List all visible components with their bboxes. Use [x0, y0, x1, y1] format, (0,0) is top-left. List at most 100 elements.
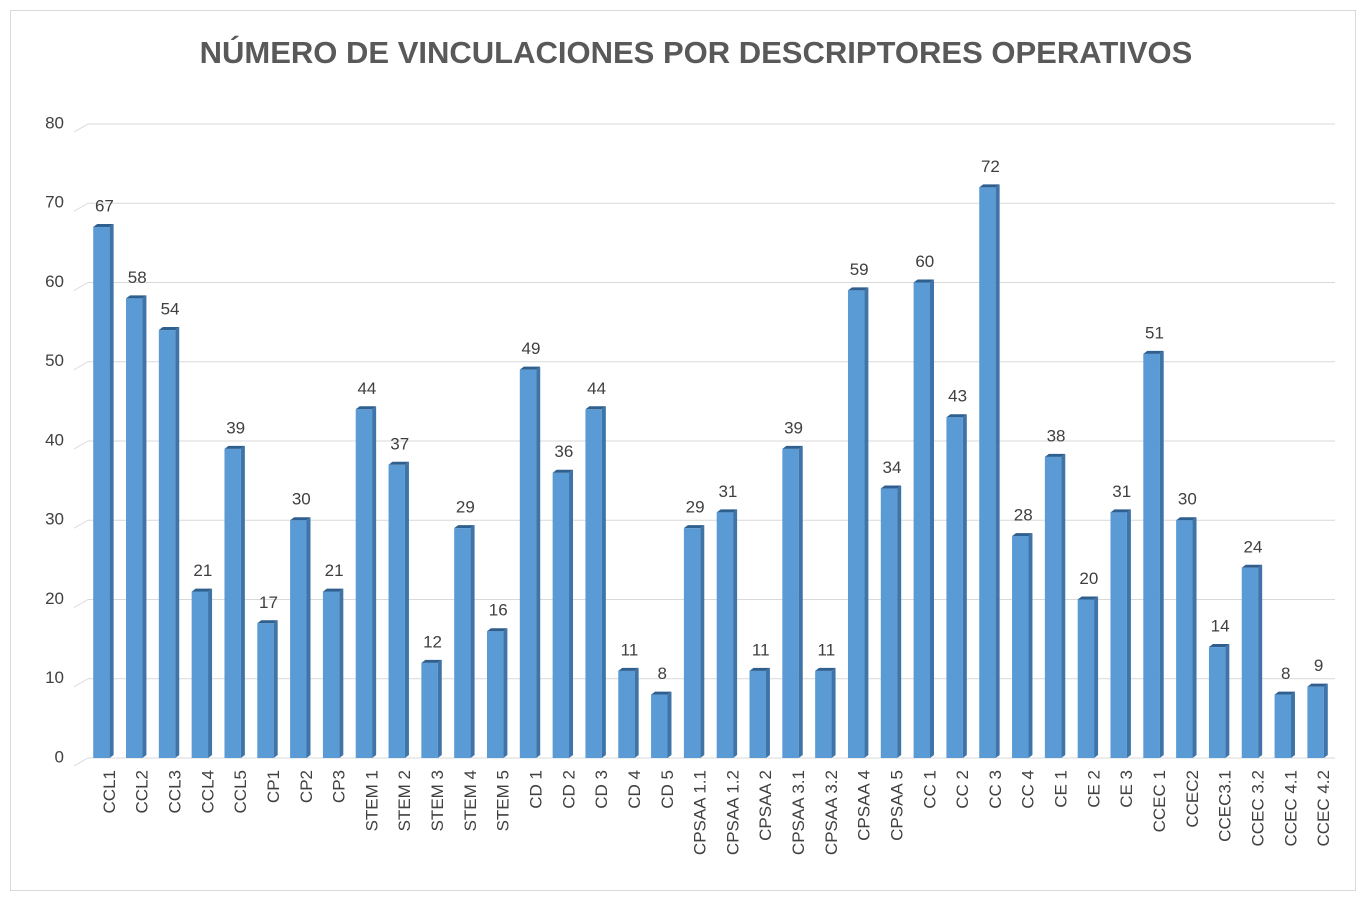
data-label: 60 — [915, 252, 934, 271]
bar-top — [257, 620, 278, 624]
bar-top — [683, 525, 705, 529]
bar-top — [585, 406, 606, 410]
bar-side — [536, 366, 541, 758]
bar — [486, 631, 504, 758]
bar-side — [733, 509, 738, 758]
bar-top — [290, 517, 311, 521]
bar-side — [962, 414, 967, 758]
bar — [93, 227, 110, 758]
bar — [749, 670, 766, 758]
bar-top — [782, 445, 803, 449]
bar-side — [1192, 517, 1197, 758]
bar-side — [175, 327, 180, 758]
bar — [815, 670, 832, 758]
bar — [421, 662, 438, 758]
bar-top — [388, 461, 409, 465]
bar-side — [1323, 683, 1328, 758]
bar — [454, 528, 471, 758]
bar-top — [1241, 564, 1263, 568]
data-label: 44 — [587, 379, 606, 398]
bar-top — [946, 414, 967, 418]
data-label: 16 — [489, 601, 508, 620]
bar-top — [847, 287, 869, 291]
y-tick-label: 20 — [45, 589, 64, 608]
bar-side — [569, 469, 574, 758]
x-tick-label: CC 4 — [1019, 770, 1038, 809]
x-tick-label: CCEC 4.1 — [1281, 770, 1300, 847]
bar — [716, 512, 734, 758]
bar — [355, 409, 373, 758]
chart-title: NÚMERO DE VINCULACIONES POR DESCRIPTORES… — [200, 34, 1193, 70]
data-label: 49 — [522, 339, 541, 358]
bar-top — [749, 667, 770, 671]
bar — [847, 290, 865, 758]
bar-top — [1143, 350, 1164, 354]
data-label: 8 — [658, 664, 667, 683]
x-tick-label: CPSAA 2 — [756, 770, 775, 841]
data-label: 29 — [686, 498, 705, 517]
y-tick-label: 50 — [45, 351, 64, 370]
bar-top — [519, 366, 541, 370]
bar-top — [979, 184, 1000, 188]
x-tick-label: CP3 — [330, 770, 349, 803]
bar — [257, 623, 274, 758]
bar-top — [880, 485, 902, 489]
x-tick-label: CC 2 — [953, 770, 972, 809]
x-tick-label: CCL3 — [166, 770, 185, 813]
bar-top — [1012, 533, 1033, 537]
x-tick-label: CCEC 3.2 — [1248, 770, 1267, 847]
bar-side — [864, 287, 869, 758]
data-label: 8 — [1281, 664, 1290, 683]
bar-top — [93, 224, 114, 228]
bar-side — [897, 485, 902, 758]
bar-side — [503, 628, 508, 758]
bar-top — [126, 295, 147, 299]
data-label: 17 — [259, 593, 278, 612]
bar-side — [437, 659, 442, 758]
data-label: 12 — [423, 632, 442, 651]
bar-side — [1258, 564, 1263, 758]
bar — [683, 528, 701, 758]
data-label: 34 — [883, 458, 902, 477]
bar-side — [109, 224, 114, 758]
bar-top — [1110, 509, 1131, 513]
bar-side — [404, 461, 409, 758]
bar-side — [601, 406, 606, 758]
bar-side — [470, 525, 475, 758]
bar-side — [306, 517, 311, 758]
bar-side — [372, 406, 377, 758]
bar-side — [142, 295, 147, 758]
grid-line-depth — [73, 757, 89, 767]
x-tick-label: CCL5 — [231, 770, 250, 813]
bar-side — [1028, 533, 1033, 758]
grid-line-depth — [73, 519, 89, 529]
bar — [1110, 512, 1127, 758]
x-tick-label: CCEC 4.2 — [1314, 770, 1333, 847]
bar-top — [815, 667, 836, 671]
x-tick-label: CCEC3.1 — [1216, 770, 1235, 842]
data-label: 59 — [850, 260, 869, 279]
x-tick-label: CP1 — [264, 770, 283, 803]
bar-top — [1176, 517, 1197, 521]
bar — [388, 464, 405, 758]
grid-line-depth — [73, 599, 89, 608]
bar-top — [191, 588, 213, 592]
data-label: 39 — [784, 418, 803, 437]
bar — [1241, 567, 1259, 758]
bar-side — [798, 445, 803, 758]
bar-top — [1274, 691, 1295, 695]
x-tick-label: CD 1 — [526, 770, 545, 809]
bar — [585, 409, 602, 758]
bar — [1012, 536, 1029, 758]
data-label: 39 — [226, 418, 245, 437]
bar — [322, 591, 340, 758]
x-tick-label: CPSAA 3.2 — [822, 770, 841, 855]
data-label: 36 — [554, 442, 573, 461]
bar-side — [930, 279, 935, 758]
x-tick-label: CPSAA 4 — [855, 770, 874, 841]
data-label: 54 — [161, 300, 180, 319]
x-tick-label: CCL2 — [133, 770, 152, 813]
y-tick-label: 30 — [45, 510, 64, 529]
data-label: 51 — [1145, 323, 1164, 342]
bar-top — [1044, 453, 1066, 457]
